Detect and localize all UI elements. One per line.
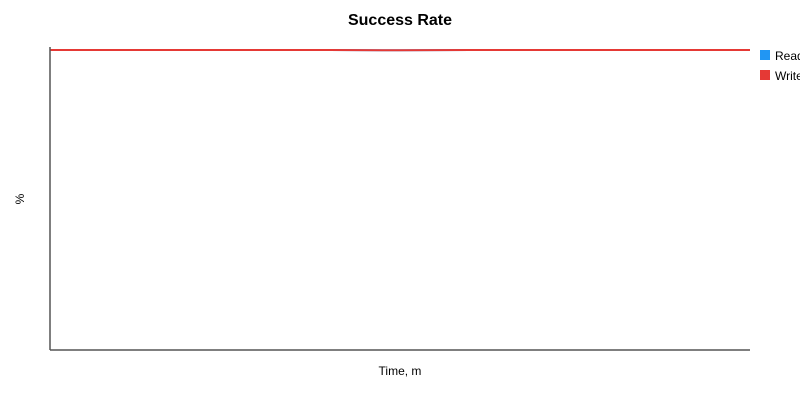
y-axis-label: % — [13, 193, 27, 204]
x-axis-label: Time, m — [379, 364, 422, 378]
legend: Read Write — [760, 49, 800, 83]
legend-swatch-write — [760, 70, 770, 80]
legend-swatch-read — [760, 50, 770, 60]
chart-title: Success Rate — [348, 12, 452, 29]
legend-label-write: Write — [775, 69, 800, 83]
legend-label-read: Read — [775, 49, 800, 63]
